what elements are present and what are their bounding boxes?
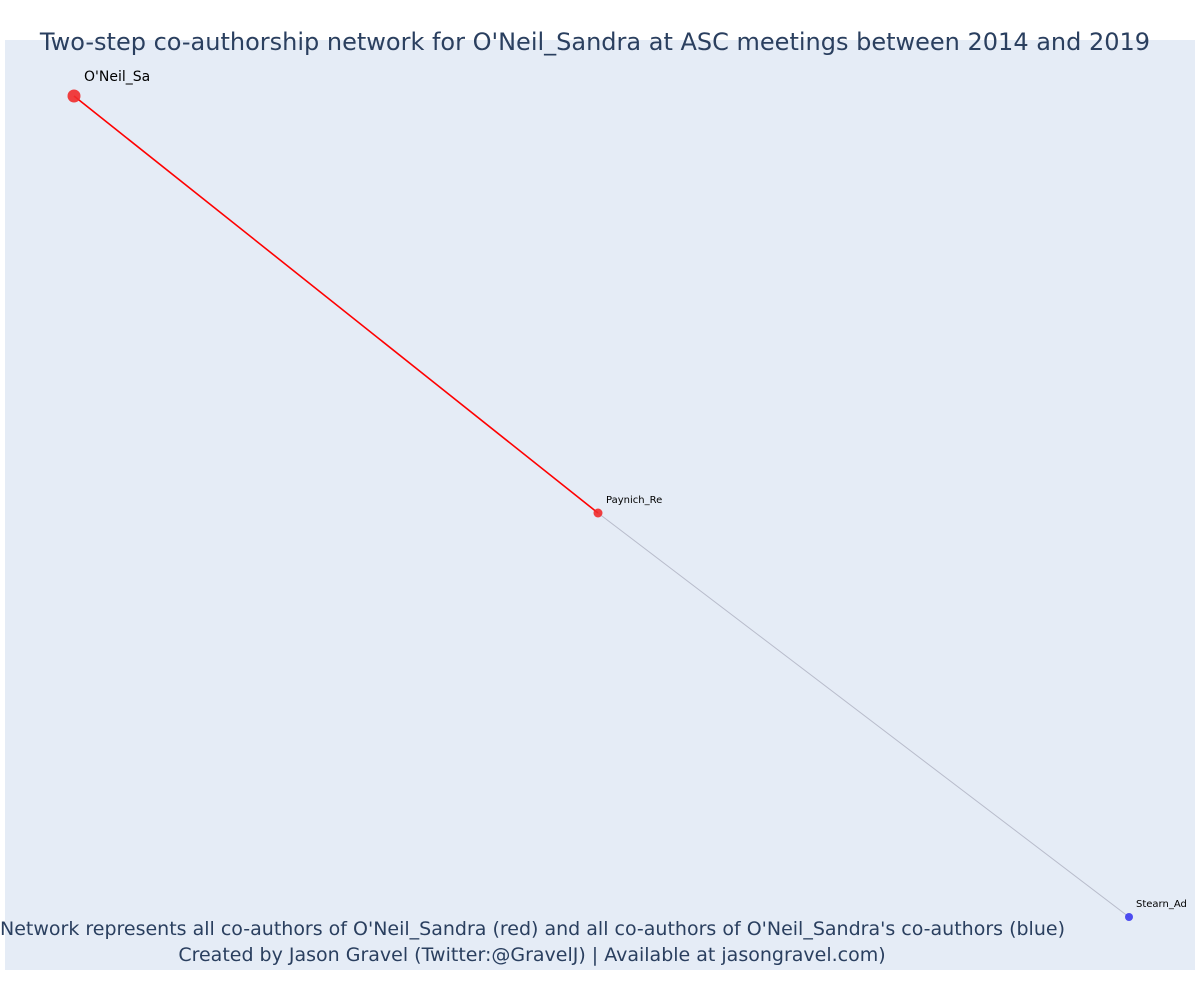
node-label-paynich: Paynich_Re <box>606 495 662 506</box>
labels-layer: O'Neil_Sa Paynich_Re Stearn_Ad <box>84 69 1187 910</box>
edges-layer <box>73 95 1130 918</box>
edge-paynich-stearn <box>597 512 1130 918</box>
node-stearn[interactable] <box>1125 913 1133 921</box>
node-label-oneil: O'Neil_Sa <box>84 69 150 85</box>
caption-credit: Created by Jason Gravel (Twitter:@Gravel… <box>178 944 886 966</box>
node-label-stearn: Stearn_Ad <box>1136 899 1187 910</box>
node-paynich[interactable] <box>593 508 603 518</box>
plot-area <box>5 40 1195 970</box>
nodes-layer <box>67 89 1133 921</box>
caption-legend-note: Network represents all co-authors of O'N… <box>0 918 1065 940</box>
chart-title: Two-step co-authorship network for O'Nei… <box>39 28 1151 56</box>
edge-oneil-paynich <box>73 95 599 514</box>
node-oneil[interactable] <box>67 89 81 103</box>
